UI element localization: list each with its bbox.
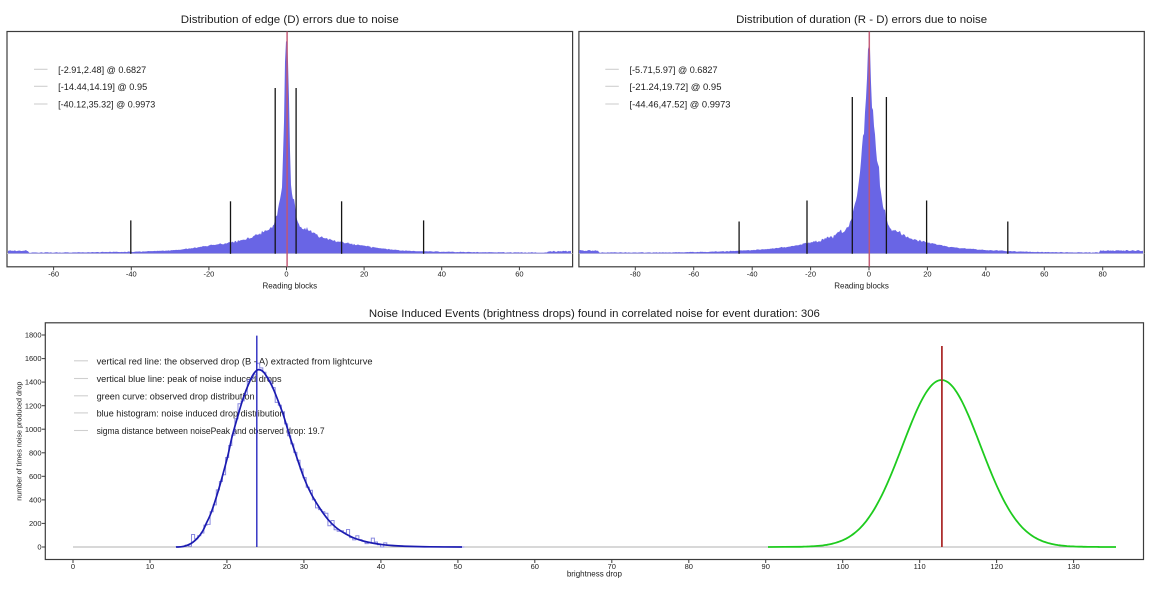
svg-text:400: 400 [29, 495, 42, 504]
svg-text:Distribution of edge (D) error: Distribution of edge (D) errors due to n… [181, 14, 399, 26]
svg-text:-20: -20 [203, 270, 214, 279]
svg-text:sigma distance between noisePe: sigma distance between noisePeak and obs… [97, 426, 325, 436]
svg-text:-80: -80 [630, 270, 641, 279]
svg-text:-20: -20 [805, 270, 816, 279]
svg-text:green curve: observed drop dis: green curve: observed drop distribution [97, 391, 255, 401]
svg-text:200: 200 [29, 519, 42, 528]
svg-text:20: 20 [223, 562, 231, 571]
svg-text:20: 20 [360, 270, 368, 279]
svg-text:[-5.71,5.97] @ 0.6827: [-5.71,5.97] @ 0.6827 [630, 65, 718, 75]
svg-text:800: 800 [29, 448, 42, 457]
svg-text:30: 30 [300, 562, 308, 571]
svg-text:90: 90 [762, 562, 770, 571]
svg-text:[-44.46,47.52] @ 0.9973: [-44.46,47.52] @ 0.9973 [630, 100, 731, 110]
svg-text:-60: -60 [688, 270, 699, 279]
svg-text:vertical red line: the observe: vertical red line: the observed drop (B … [97, 356, 373, 366]
svg-text:number of times noise produced: number of times noise produced drop [15, 382, 24, 501]
svg-text:80: 80 [1099, 270, 1107, 279]
svg-text:Reading blocks: Reading blocks [834, 282, 889, 291]
svg-text:blue histogram: noise induced: blue histogram: noise induced drop distr… [97, 408, 285, 418]
svg-text:1800: 1800 [25, 331, 42, 340]
svg-text:1000: 1000 [25, 425, 42, 434]
svg-text:[-14.44,14.19] @ 0.95: [-14.44,14.19] @ 0.95 [58, 82, 147, 92]
svg-text:vertical blue line: peak of no: vertical blue line: peak of noise induce… [97, 374, 283, 384]
svg-text:-40: -40 [126, 270, 137, 279]
svg-text:600: 600 [29, 472, 42, 481]
svg-text:Reading blocks: Reading blocks [262, 282, 317, 291]
svg-text:1400: 1400 [25, 378, 42, 387]
svg-text:Noise Induced Events (brightne: Noise Induced Events (brightness drops) … [369, 308, 820, 320]
svg-text:20: 20 [923, 270, 931, 279]
svg-text:1600: 1600 [25, 354, 42, 363]
svg-text:80: 80 [685, 562, 693, 571]
svg-text:10: 10 [146, 562, 154, 571]
svg-text:60: 60 [515, 270, 523, 279]
svg-text:130: 130 [1067, 562, 1080, 571]
svg-text:[-21.24,19.72] @ 0.95: [-21.24,19.72] @ 0.95 [630, 82, 722, 92]
svg-text:60: 60 [1040, 270, 1048, 279]
svg-text:70: 70 [608, 562, 616, 571]
svg-text:0: 0 [867, 270, 871, 279]
svg-text:0: 0 [37, 543, 41, 552]
svg-text:60: 60 [531, 562, 539, 571]
svg-text:110: 110 [914, 562, 926, 571]
svg-text:0: 0 [284, 270, 288, 279]
svg-text:0: 0 [71, 562, 75, 571]
svg-text:-60: -60 [48, 270, 59, 279]
svg-text:40: 40 [438, 270, 446, 279]
svg-text:120: 120 [990, 562, 1003, 571]
svg-text:-40: -40 [747, 270, 758, 279]
svg-text:40: 40 [982, 270, 990, 279]
svg-text:1200: 1200 [25, 401, 42, 410]
svg-text:40: 40 [377, 562, 385, 571]
svg-text:[-40.12,35.32] @ 0.9973: [-40.12,35.32] @ 0.9973 [58, 100, 155, 110]
svg-text:[-2.91,2.48] @ 0.6827: [-2.91,2.48] @ 0.6827 [58, 65, 146, 75]
svg-text:50: 50 [454, 562, 462, 571]
svg-text:100: 100 [836, 562, 849, 571]
svg-text:brightness drop: brightness drop [567, 570, 623, 579]
svg-text:Distribution of duration (R -: Distribution of duration (R - D) errors … [736, 14, 987, 26]
